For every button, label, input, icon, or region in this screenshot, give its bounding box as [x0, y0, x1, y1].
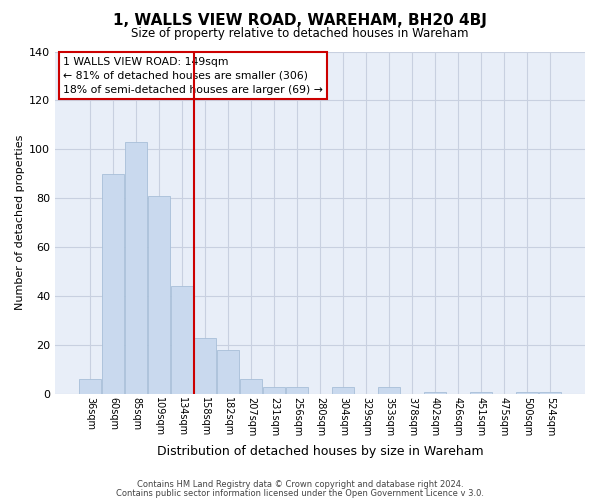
Bar: [171, 286, 193, 394]
Bar: [332, 386, 354, 394]
Bar: [148, 196, 170, 394]
Bar: [263, 386, 285, 394]
Text: Contains public sector information licensed under the Open Government Licence v : Contains public sector information licen…: [116, 488, 484, 498]
Text: Contains HM Land Registry data © Crown copyright and database right 2024.: Contains HM Land Registry data © Crown c…: [137, 480, 463, 489]
Bar: [79, 380, 101, 394]
Bar: [539, 392, 561, 394]
Text: Size of property relative to detached houses in Wareham: Size of property relative to detached ho…: [131, 28, 469, 40]
Bar: [378, 386, 400, 394]
Bar: [470, 392, 492, 394]
Text: 1 WALLS VIEW ROAD: 149sqm
← 81% of detached houses are smaller (306)
18% of semi: 1 WALLS VIEW ROAD: 149sqm ← 81% of detac…: [63, 56, 323, 94]
Bar: [125, 142, 147, 394]
Text: 1, WALLS VIEW ROAD, WAREHAM, BH20 4BJ: 1, WALLS VIEW ROAD, WAREHAM, BH20 4BJ: [113, 12, 487, 28]
Y-axis label: Number of detached properties: Number of detached properties: [15, 135, 25, 310]
Bar: [516, 392, 538, 394]
Bar: [286, 386, 308, 394]
Bar: [240, 380, 262, 394]
X-axis label: Distribution of detached houses by size in Wareham: Distribution of detached houses by size …: [157, 444, 484, 458]
Bar: [194, 338, 216, 394]
Bar: [102, 174, 124, 394]
Bar: [424, 392, 446, 394]
Bar: [217, 350, 239, 394]
